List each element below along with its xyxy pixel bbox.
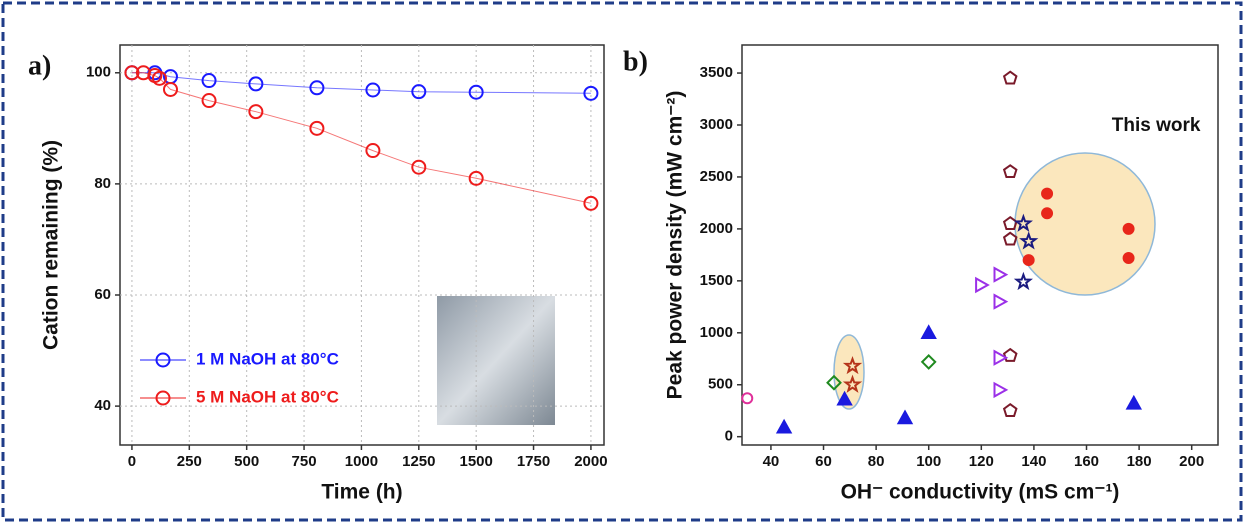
x-tick-label: 500 xyxy=(234,453,259,470)
y-tick-label: 80 xyxy=(94,175,111,192)
marker xyxy=(309,80,325,96)
x-tick-label: 2000 xyxy=(574,453,607,470)
y-tick-label: 2000 xyxy=(700,220,733,237)
marker xyxy=(920,353,937,370)
x-axis-title: Time (h) xyxy=(321,481,402,504)
marker xyxy=(741,392,754,405)
marker xyxy=(1002,164,1018,178)
marker xyxy=(124,65,140,81)
marker xyxy=(1122,251,1135,264)
marker xyxy=(1002,347,1018,362)
marker xyxy=(896,409,914,425)
marker xyxy=(583,195,599,211)
marker xyxy=(993,293,1009,310)
marker xyxy=(468,84,484,100)
y-axis-title: Peak power density (mW cm⁻²) xyxy=(664,91,687,400)
marker xyxy=(411,159,427,175)
x-tick-label: 0 xyxy=(128,453,136,470)
marker xyxy=(1002,402,1018,417)
x-tick-label: 250 xyxy=(177,453,202,470)
legend-marker xyxy=(155,352,171,368)
y-tick-label: 40 xyxy=(94,397,111,414)
marker xyxy=(1013,213,1033,232)
panel-label: b) xyxy=(623,46,648,77)
marker xyxy=(993,381,1009,399)
x-axis-title: OH⁻ conductivity (mS cm⁻¹) xyxy=(841,481,1120,504)
legend-label: 5 M NaOH at 80°C xyxy=(196,387,339,406)
y-tick-label: 1500 xyxy=(700,272,733,289)
marker xyxy=(975,276,990,294)
legend-label: 1 M NaOH at 80°C xyxy=(196,349,339,368)
y-tick-label: 3500 xyxy=(700,64,733,81)
marker xyxy=(411,84,427,100)
marker xyxy=(993,349,1009,366)
marker xyxy=(1002,70,1018,85)
y-tick-label: 1000 xyxy=(700,324,733,341)
x-tick-label: 120 xyxy=(969,453,994,470)
marker xyxy=(201,93,217,109)
x-tick-label: 1000 xyxy=(345,453,378,470)
y-axis-title: Cation remaining (%) xyxy=(40,140,63,350)
marker xyxy=(248,76,264,92)
marker xyxy=(1013,271,1033,291)
legend-marker xyxy=(155,390,171,406)
x-tick-label: 160 xyxy=(1074,453,1099,470)
marker xyxy=(1019,231,1039,250)
marker xyxy=(1122,222,1135,235)
marker xyxy=(162,81,178,97)
inset-photo xyxy=(437,296,555,425)
marker xyxy=(1002,231,1018,246)
x-tick-label: 1500 xyxy=(459,453,492,470)
marker xyxy=(468,170,484,186)
plot-frame xyxy=(741,44,1219,446)
x-tick-label: 60 xyxy=(815,453,832,470)
marker xyxy=(365,82,381,98)
marker xyxy=(826,374,842,391)
y-tick-label: 3000 xyxy=(700,116,733,133)
marker xyxy=(920,324,937,339)
x-tick-label: 1250 xyxy=(402,453,435,470)
highlight-region xyxy=(1014,152,1156,296)
annotation: This work xyxy=(1112,115,1201,136)
marker xyxy=(842,374,863,393)
marker xyxy=(993,266,1009,283)
marker xyxy=(836,390,853,406)
marker xyxy=(1125,394,1142,410)
marker xyxy=(1022,254,1035,267)
x-tick-label: 180 xyxy=(1127,453,1152,470)
panel-label: a) xyxy=(28,50,51,81)
y-tick-label: 60 xyxy=(94,286,111,303)
marker xyxy=(1041,207,1054,220)
x-tick-label: 1750 xyxy=(517,453,550,470)
x-tick-label: 100 xyxy=(916,453,941,470)
x-tick-label: 140 xyxy=(1021,453,1046,470)
marker xyxy=(365,143,381,159)
marker xyxy=(309,120,325,136)
marker xyxy=(151,70,167,86)
marker xyxy=(842,355,863,375)
marker xyxy=(1041,187,1054,200)
y-tick-label: 2500 xyxy=(700,168,733,185)
marker xyxy=(583,85,599,101)
x-tick-label: 200 xyxy=(1179,453,1204,470)
marker xyxy=(201,73,217,89)
x-tick-label: 80 xyxy=(868,453,885,470)
y-tick-label: 0 xyxy=(725,428,733,445)
x-tick-label: 750 xyxy=(292,453,317,470)
y-tick-label: 500 xyxy=(708,376,733,393)
y-tick-label: 100 xyxy=(86,64,111,81)
marker xyxy=(248,104,264,120)
series-line xyxy=(131,72,591,94)
x-tick-label: 40 xyxy=(763,453,780,470)
marker xyxy=(775,418,793,434)
